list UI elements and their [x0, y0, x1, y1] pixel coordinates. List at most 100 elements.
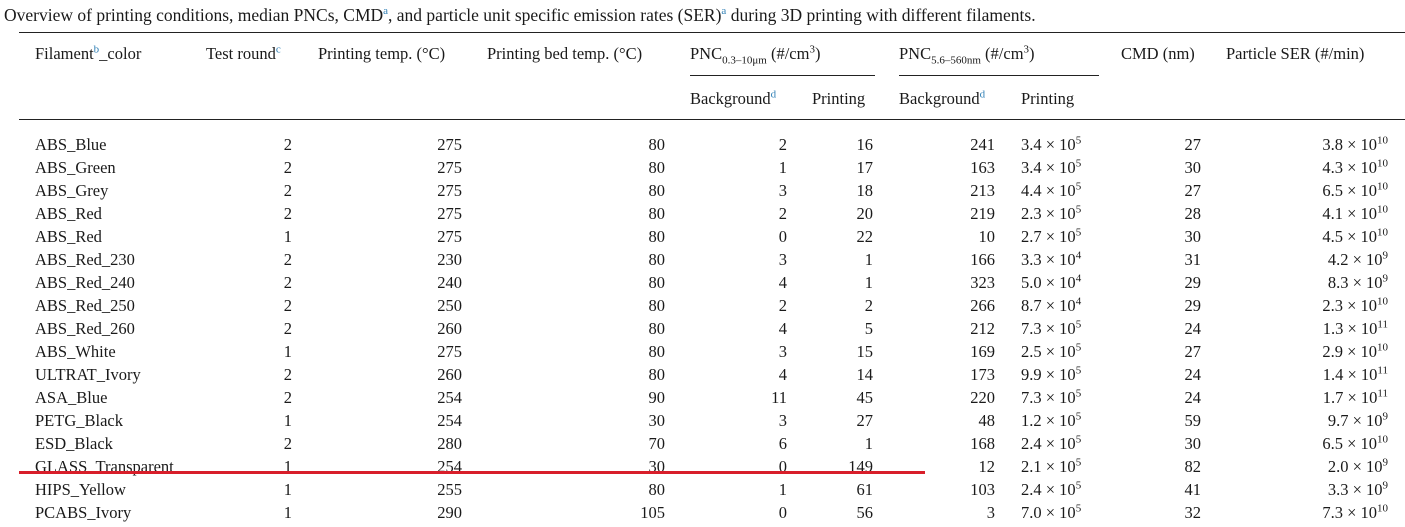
cell-pnc1-background: 3 [778, 181, 787, 200]
cell-cmd: 32 [1184, 503, 1202, 522]
cell-bed-temp: 80 [648, 319, 666, 338]
cell-cmd: 29 [1184, 296, 1202, 315]
cell-pnc2-background: 213 [970, 181, 995, 200]
cell-bed-temp: 80 [648, 204, 666, 223]
cell-pnc2-background: 169 [970, 342, 995, 361]
header-pnc-5-6-560nm: PNC5.6–560nm (#/cm3) [899, 43, 1035, 67]
cell-particle-ser: 6.5 × 1010 [1322, 180, 1388, 200]
cell-cmd: 29 [1184, 273, 1202, 292]
cell-pnc2-background: 103 [970, 480, 995, 499]
cell-printing-temp: 275 [437, 135, 462, 154]
cell-filament: ABS_Red_230 [35, 250, 135, 269]
cell-pnc1-printing: 15 [856, 342, 874, 361]
cell-filament: HIPS_Yellow [35, 480, 126, 499]
cell-particle-ser: 1.7 × 1011 [1322, 387, 1388, 407]
cell-filament: ABS_Green [35, 158, 116, 177]
cell-pnc1-printing: 45 [856, 388, 874, 407]
cell-test-round: 1 [283, 227, 292, 246]
cell-pnc1-printing: 16 [856, 135, 874, 154]
cell-pnc2-printing: 1.2 × 105 [1021, 410, 1082, 430]
cell-test-round: 2 [283, 319, 292, 338]
cell-pnc1-printing: 61 [856, 480, 874, 499]
cell-printing-temp: 260 [437, 365, 462, 384]
cell-printing-temp: 280 [437, 434, 462, 453]
cell-pnc2-printing: 5.0 × 104 [1021, 272, 1082, 292]
cell-cmd: 24 [1184, 365, 1202, 384]
table-row: ASA_Blue 2 254 90 11 45 220 24 7.3 × 105 1.7 × 10… [0, 386, 1405, 409]
cell-particle-ser: 4.1 × 1010 [1322, 203, 1388, 223]
caption-text: Overview of printing conditions, median … [4, 5, 384, 25]
footnote-link[interactable]: d [770, 88, 777, 101]
cell-pnc1-background: 11 [771, 388, 787, 407]
cell-bed-temp: 80 [648, 480, 666, 499]
table-row: ABS_Grey 2 275 80 3 18 213 27 4.4 × 105 6.5 × 101… [0, 179, 1405, 202]
cell-pnc1-printing: 22 [856, 227, 874, 246]
cell-cmd: 24 [1184, 388, 1202, 407]
footnote-link[interactable]: a [721, 5, 727, 18]
header-filament: Filamentb_color [35, 43, 142, 63]
cell-test-round: 2 [283, 388, 292, 407]
cell-printing-temp: 275 [437, 204, 462, 223]
table-row: GLASS_Transparent 1 254 30 0 149 12 82 2.1 × 105… [0, 455, 1405, 478]
cell-particle-ser: 9.7 × 109 [1327, 410, 1388, 430]
cell-pnc1-printing: 149 [848, 457, 873, 476]
cell-bed-temp: 80 [648, 342, 666, 361]
cell-pnc2-background: 220 [970, 388, 995, 407]
cell-particle-ser: 2.0 × 109 [1327, 456, 1388, 476]
cell-test-round: 2 [283, 273, 292, 292]
footnote-link[interactable]: a [383, 5, 389, 18]
cell-filament: ESD_Black [35, 434, 113, 453]
cell-pnc2-printing: 8.7 × 104 [1021, 295, 1082, 315]
cell-filament: ABS_Red [35, 204, 102, 223]
cell-pnc2-printing: 7.3 × 105 [1021, 387, 1082, 407]
cell-bed-temp: 80 [648, 158, 666, 177]
cell-pnc2-printing: 4.4 × 105 [1021, 180, 1082, 200]
cell-cmd: 31 [1184, 250, 1202, 269]
cell-filament: ABS_Red [35, 227, 102, 246]
cell-test-round: 2 [283, 181, 292, 200]
table-body: ABS_Blue 2 275 80 2 16 241 27 3.4 × 105 3.8 × 101… [0, 133, 1405, 524]
cell-pnc2-background: 323 [970, 273, 995, 292]
caption-text: during 3D printing with different filame… [726, 5, 1036, 25]
footnote-link[interactable]: d [979, 88, 986, 101]
cell-pnc1-background: 0 [778, 503, 787, 522]
subheader-pnc1-printing: Printing [812, 89, 866, 108]
table-row: ABS_White 1 275 80 3 15 169 27 2.5 × 105 2.9 × 10… [0, 340, 1405, 363]
cell-particle-ser: 8.3 × 109 [1327, 272, 1388, 292]
cell-printing-temp: 275 [437, 158, 462, 177]
caption-text: , and particle unit specific emission ra… [388, 5, 722, 25]
cell-test-round: 2 [283, 158, 292, 177]
cell-pnc2-background: 12 [978, 457, 996, 476]
cell-pnc1-background: 6 [778, 434, 787, 453]
cell-pnc2-background: 48 [978, 411, 996, 430]
cell-cmd: 30 [1184, 434, 1202, 453]
footnote-link[interactable]: c [275, 43, 281, 56]
cell-test-round: 1 [283, 480, 292, 499]
cell-filament: ULTRAT_Ivory [35, 365, 141, 384]
header-pnc-0-3-10um: PNC0.3–10μm (#/cm3) [690, 43, 821, 67]
header-bed-temp: Printing bed temp. (°C) [487, 44, 643, 63]
cell-test-round: 1 [283, 457, 292, 476]
cell-pnc2-printing: 2.4 × 105 [1021, 479, 1082, 499]
cell-pnc2-printing: 3.3 × 104 [1021, 249, 1082, 269]
cell-particle-ser: 7.3 × 1010 [1322, 502, 1388, 522]
cell-printing-temp: 275 [437, 181, 462, 200]
cell-pnc2-background: 163 [970, 158, 995, 177]
cell-particle-ser: 2.3 × 1010 [1322, 295, 1388, 315]
cell-cmd: 82 [1184, 457, 1202, 476]
footnote-link[interactable]: b [93, 43, 100, 56]
table-row: ABS_Red 1 275 80 0 22 10 30 2.7 × 105 4.5 × 1010 [0, 225, 1405, 248]
cell-pnc2-background: 10 [978, 227, 996, 246]
cell-filament: ABS_Red_250 [35, 296, 135, 315]
cell-pnc1-printing: 17 [856, 158, 874, 177]
header-cmd: CMD (nm) [1121, 44, 1195, 63]
cell-printing-temp: 255 [437, 480, 462, 499]
cell-bed-temp: 80 [648, 365, 666, 384]
red-underline-annotation [19, 471, 925, 474]
cell-bed-temp: 80 [648, 227, 666, 246]
pnc1-group-rule [690, 75, 875, 76]
cell-pnc1-background: 0 [778, 227, 787, 246]
table-row: ABS_Red_260 2 260 80 4 5 212 24 7.3 × 105 1.3 × 1… [0, 317, 1405, 340]
cell-printing-temp: 260 [437, 319, 462, 338]
cell-bed-temp: 90 [648, 388, 666, 407]
